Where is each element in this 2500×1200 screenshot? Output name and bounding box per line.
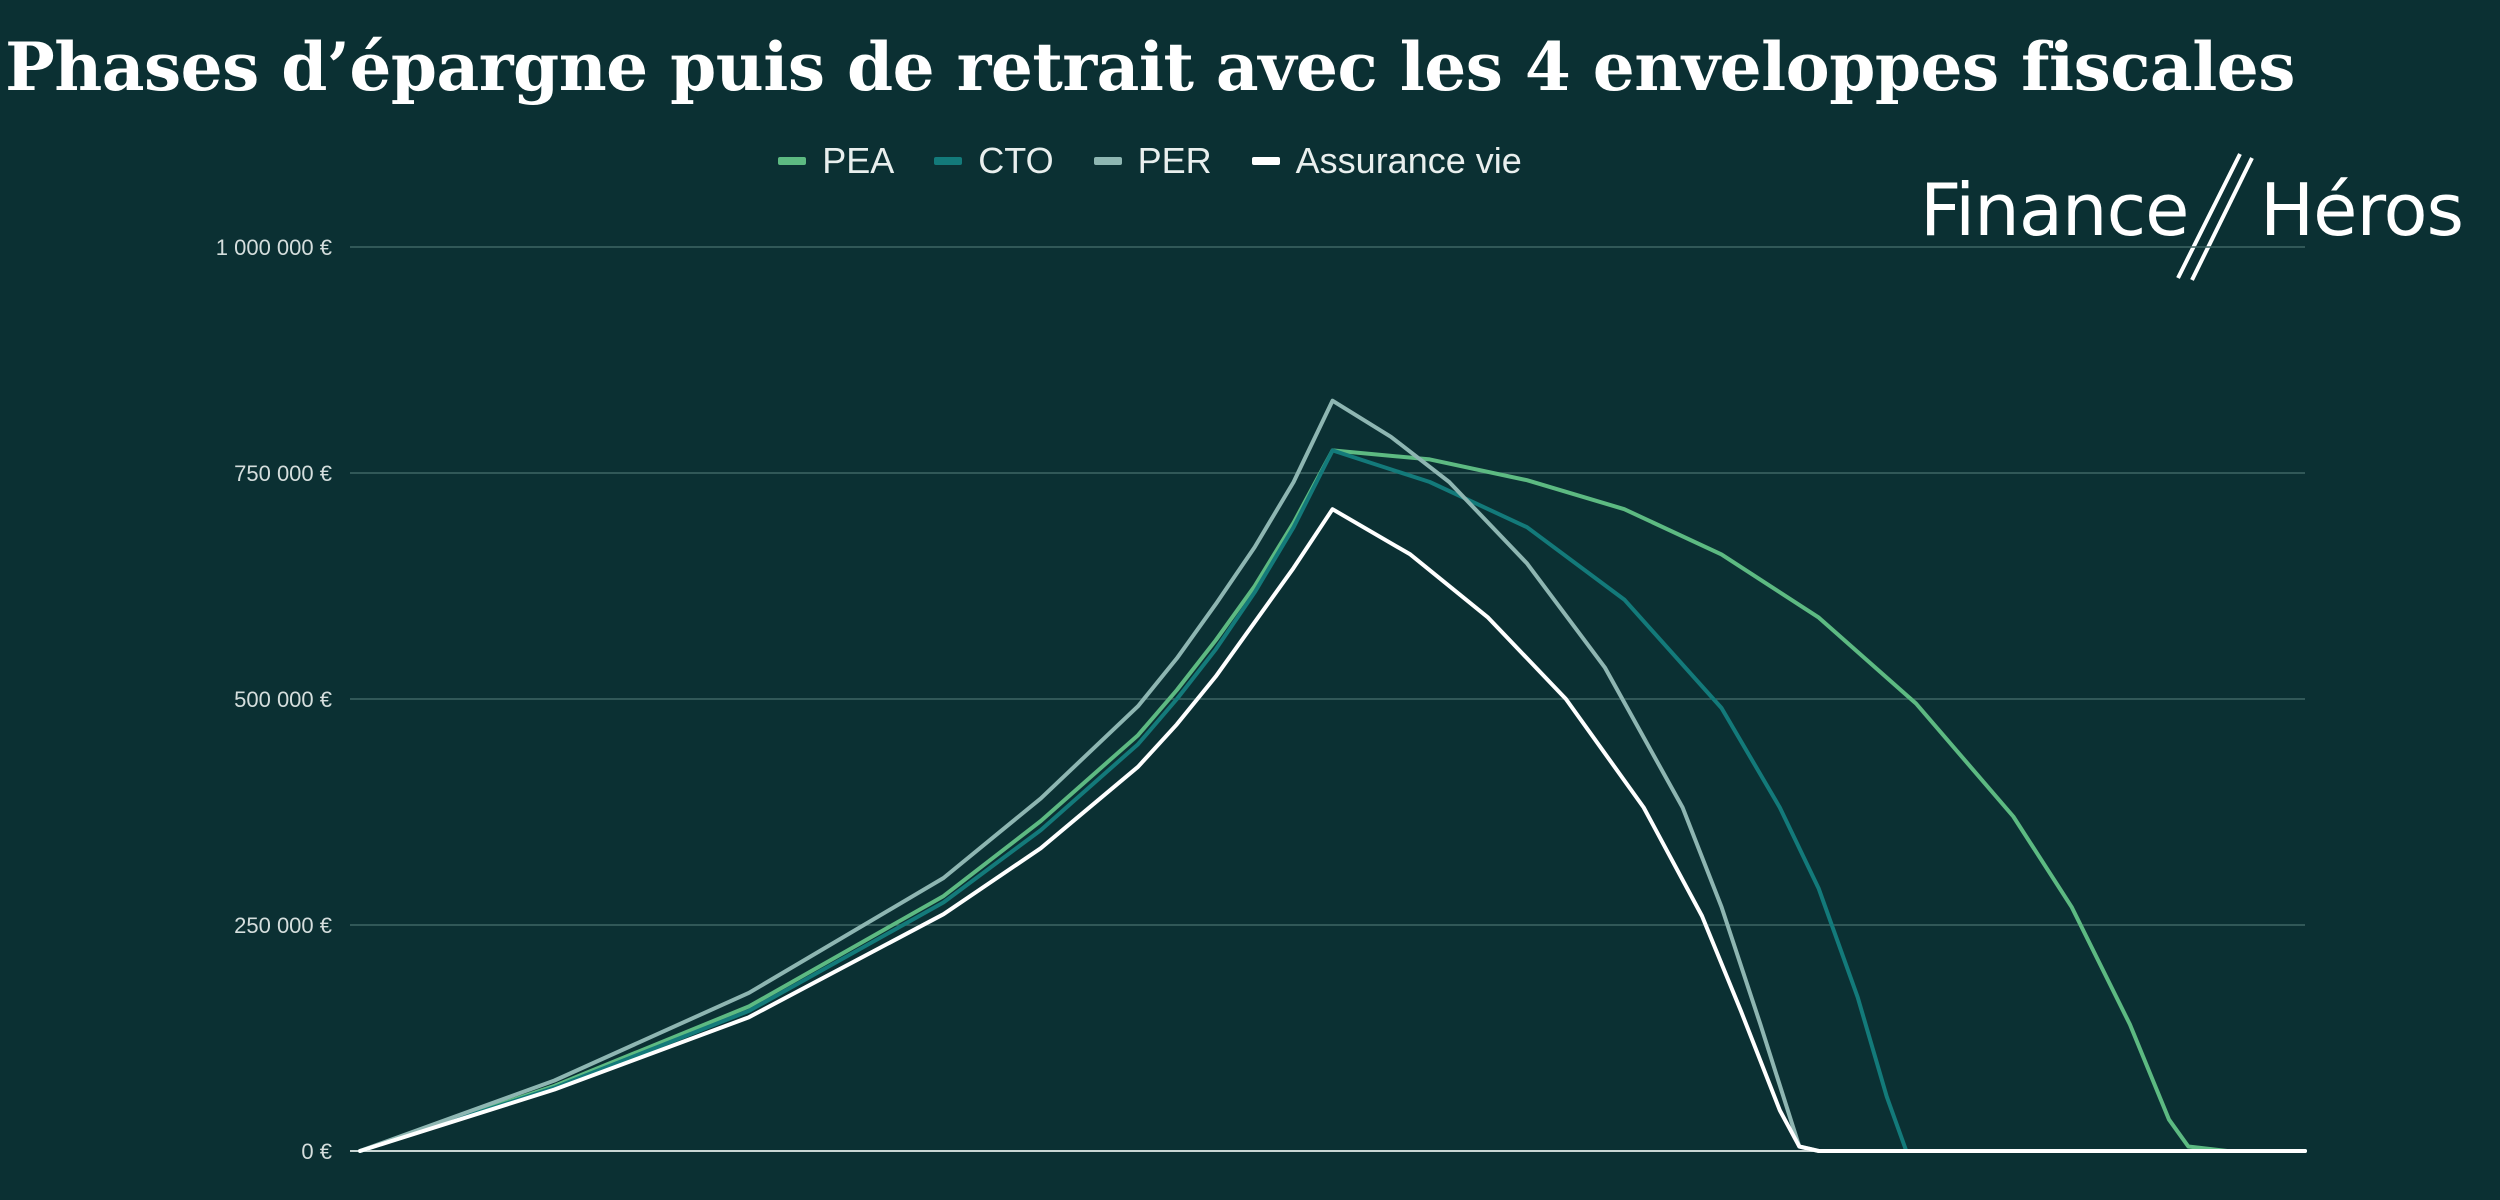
y-tick-label: 750 000 €: [234, 461, 332, 486]
legend-item-assurance-vie: Assurance vie: [1251, 140, 1522, 182]
legend-label-cto: CTO: [978, 140, 1054, 181]
chart-legend: PEA CTO PER Assurance vie: [0, 140, 2300, 182]
finance-heros-logo: Finance Héros: [1920, 148, 2464, 288]
y-tick-label: 1 000 000 €: [216, 235, 332, 260]
legend-swatch-per: [1093, 157, 1122, 165]
series-line-pea: [358, 448, 2307, 1153]
y-tick-label: 250 000 €: [234, 913, 332, 938]
series-line-cto: [358, 448, 2307, 1153]
y-tick-label: 500 000 €: [234, 687, 332, 712]
legend-swatch-assurance-vie: [1251, 157, 1280, 165]
chart-title: Phases d’épargne puis de retrait avec le…: [5, 28, 2295, 106]
legend-item-pea: PEA: [778, 140, 894, 182]
legend-swatch-cto: [934, 157, 963, 165]
logo-text-heros: Héros: [2260, 168, 2464, 252]
legend-swatch-pea: [778, 157, 807, 165]
series-lines: [358, 398, 2307, 1153]
legend-item-per: PER: [1093, 140, 1212, 182]
legend-label-assurance-vie: Assurance vie: [1295, 140, 1522, 181]
legend-label-pea: PEA: [822, 140, 895, 181]
legend-item-cto: CTO: [934, 140, 1054, 182]
grid: 0 € 250 000 € 500 000 € 750 000 € 1 000 000 …: [216, 235, 2305, 1164]
y-tick-label: 0 €: [301, 1139, 332, 1164]
series-line-per: [358, 398, 2307, 1153]
logo-text-finance: Finance: [1920, 168, 2189, 252]
legend-label-per: PER: [1137, 140, 1212, 181]
series-line-assurance-vie: [358, 507, 2307, 1153]
double-slash-icon: [2176, 153, 2254, 281]
